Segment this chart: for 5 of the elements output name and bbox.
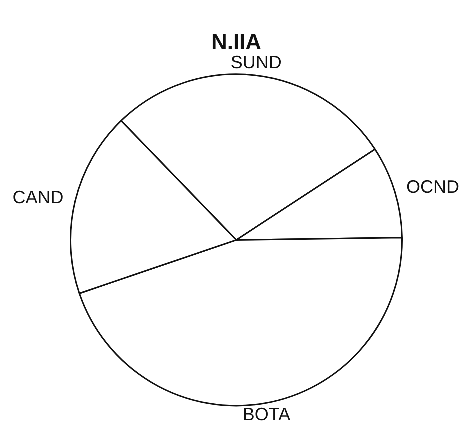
chart-title: N.IIA xyxy=(211,29,262,54)
slice-label: CAND xyxy=(12,187,64,208)
slice-label: SUND xyxy=(230,52,282,73)
slice-label: BOTA xyxy=(242,404,291,424)
slice-label: OCND xyxy=(406,177,460,198)
